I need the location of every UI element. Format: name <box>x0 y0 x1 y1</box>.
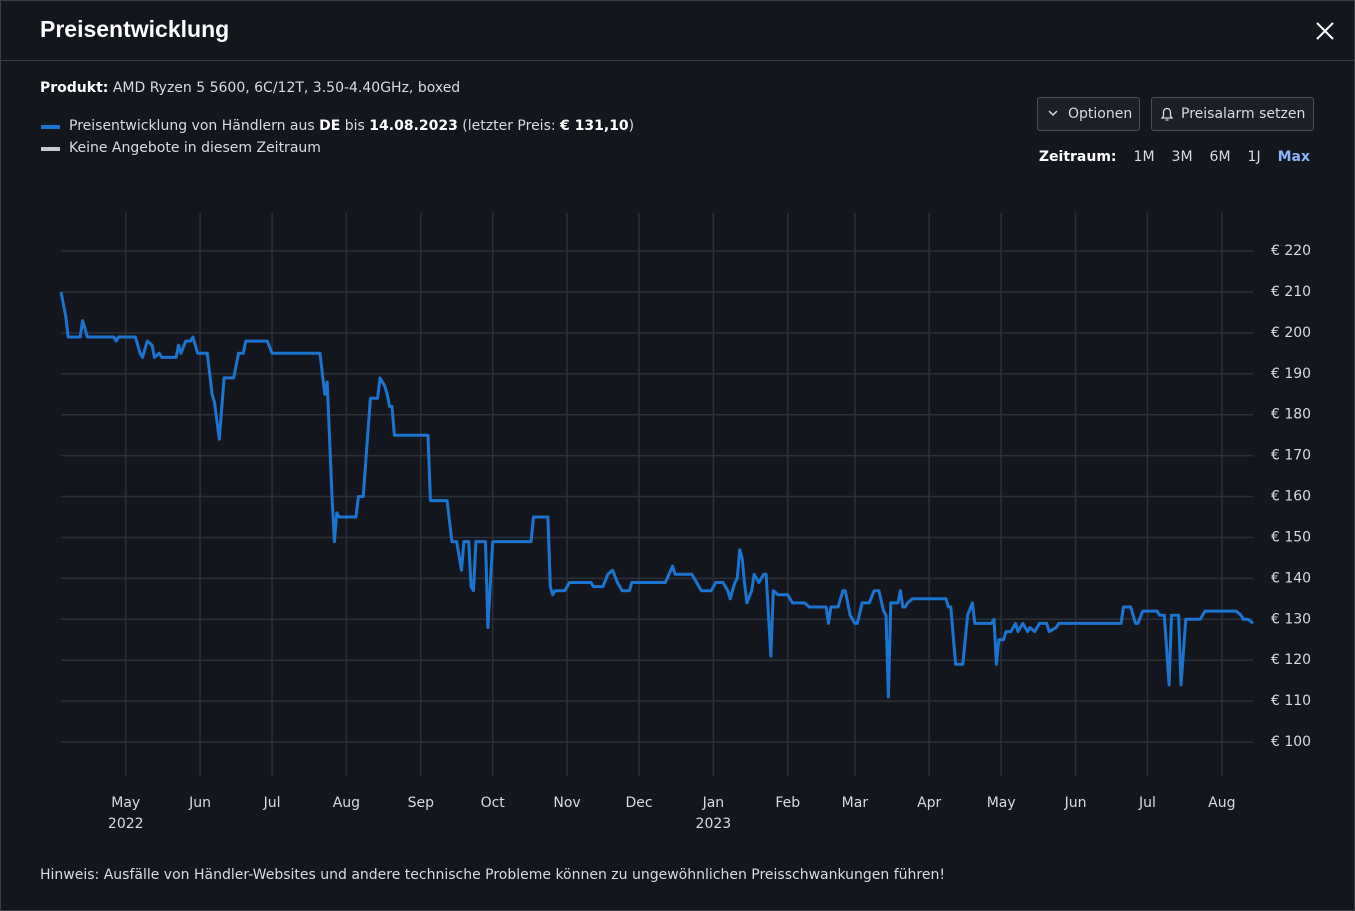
note: Hinweis: Ausfälle von Händler-Websites u… <box>40 867 945 883</box>
y-tick-label: € 180 <box>1271 407 1311 423</box>
range-option[interactable]: Max <box>1277 149 1310 165</box>
x-tick-label: Apr <box>917 795 941 811</box>
range-option[interactable]: 6M <box>1209 149 1231 165</box>
legend-no-offers: Keine Angebote in diesem Zeitraum <box>69 140 321 156</box>
y-tick-label: € 110 <box>1271 693 1311 709</box>
x-tick-label: Oct <box>481 795 506 811</box>
y-tick-label: € 210 <box>1271 284 1311 300</box>
range-label: Zeitraum: <box>1038 149 1117 165</box>
button-label: Preisalarm setzen <box>1181 106 1306 122</box>
x-tick-label: May <box>987 795 1016 811</box>
product-line: Produkt: AMD Ryzen 5 5600, 6C/12T, 3.50-… <box>40 80 460 96</box>
x-year-label: 2023 <box>696 816 732 832</box>
close-button[interactable] <box>1315 21 1335 41</box>
legend-swatch <box>41 147 60 151</box>
legend-text-part: (letzter Preis: <box>457 118 561 134</box>
y-tick-label: € 120 <box>1271 652 1311 668</box>
range-option[interactable]: 1J <box>1247 149 1261 165</box>
x-tick-label: May <box>111 795 140 811</box>
legend-text-part: ) <box>628 118 635 134</box>
x-tick-label: Feb <box>775 795 800 811</box>
y-tick-label: € 160 <box>1271 489 1311 505</box>
x-tick-label: Sep <box>408 795 435 811</box>
x-year-label: 2022 <box>108 816 144 832</box>
product-value: AMD Ryzen 5 5600, 6C/12T, 3.50-4.40GHz, … <box>112 80 461 96</box>
range-option[interactable]: 1M <box>1133 149 1155 165</box>
y-tick-label: € 130 <box>1271 611 1311 627</box>
x-tick-label: Nov <box>553 795 580 811</box>
product-label: Produkt: <box>40 80 109 96</box>
x-tick-label: Jun <box>1064 795 1087 811</box>
x-tick-label: Jul <box>263 795 281 811</box>
options-button[interactable]: Optionen <box>1037 97 1140 131</box>
x-tick-label: Jan <box>702 795 725 811</box>
x-tick-label: Aug <box>1208 795 1235 811</box>
legend-text-part: Preisentwicklung von Händlern aus <box>69 118 320 134</box>
y-tick-label: € 150 <box>1271 529 1311 545</box>
range-selector: Zeitraum: 1M 3M 6M 1J Max <box>1039 149 1310 165</box>
y-tick-label: € 200 <box>1271 325 1311 341</box>
chart: € 100 € 110 € 120 € 130 € 140 € 150 € 160 € 170… <box>59 213 1311 832</box>
bell-icon <box>1160 107 1174 121</box>
x-tick-label: Dec <box>625 795 652 811</box>
x-tick-label: Jul <box>1138 795 1156 811</box>
chevron-icon <box>1048 110 1058 117</box>
y-tick-label: € 100 <box>1271 734 1311 750</box>
y-tick-label: € 170 <box>1271 448 1311 464</box>
x-tick-label: Aug <box>333 795 360 811</box>
dialog-header: Preisentwicklung <box>1 1 1354 61</box>
price-alert-button[interactable]: Preisalarm setzen <box>1151 97 1314 131</box>
x-tick-label: Mar <box>842 795 869 811</box>
legend-text-part: € 131,10 <box>560 118 629 134</box>
legend-text-part: 14.08.2023 <box>369 118 458 134</box>
y-tick-label: € 140 <box>1271 570 1311 586</box>
y-tick-label: € 220 <box>1271 243 1311 259</box>
price-line <box>59 291 1254 699</box>
dialog-title: Preisentwicklung <box>40 16 230 42</box>
legend-text-part: DE <box>319 118 341 134</box>
button-label: Optionen <box>1068 106 1133 122</box>
legend-text-part: bis <box>340 118 370 134</box>
range-option[interactable]: 3M <box>1171 149 1193 165</box>
legend-swatch <box>41 125 60 129</box>
x-tick-label: Jun <box>188 795 211 811</box>
y-tick-label: € 190 <box>1271 366 1311 382</box>
legend-series: Preisentwicklung von Händlern aus DE bis… <box>69 118 634 134</box>
